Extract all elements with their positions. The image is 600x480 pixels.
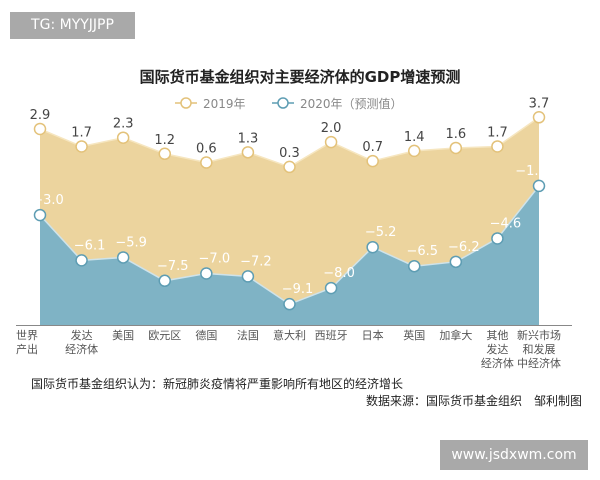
point-2019 — [449, 141, 463, 155]
legend-marker-2019 — [180, 97, 192, 109]
data-label-2020: −5.9 — [115, 235, 147, 250]
x-tick-label: 日本 — [361, 329, 384, 342]
x-tick-label: 英国 — [403, 329, 426, 342]
data-label-2019: 1.3 — [238, 131, 259, 146]
point-2020 — [324, 281, 338, 295]
data-label-2019: 2.9 — [30, 108, 51, 123]
legend-label-2019: 2019年 — [203, 97, 246, 111]
data-label-2020: −9.1 — [282, 282, 314, 297]
watermark-bottom-right: www.jsdxwm.com — [440, 440, 588, 470]
chart-title: 国际货币基金组织对主要经济体的GDP增速预测 — [139, 68, 461, 86]
data-label-2020: −6.1 — [74, 238, 106, 253]
point-2020 — [158, 274, 171, 288]
area-2020 — [40, 185, 539, 325]
chart-source: 数据来源：国际货币基金组织 邹利制图 — [365, 394, 582, 408]
data-label-2019: 3.7 — [529, 96, 550, 111]
point-2019 — [241, 146, 255, 159]
data-label-2019: 0.3 — [279, 146, 300, 161]
point-2020 — [241, 270, 255, 283]
point-2020 — [532, 179, 546, 193]
data-label-2020: −6.2 — [448, 240, 480, 255]
data-label-2019: 2.3 — [113, 117, 134, 132]
point-2020 — [491, 232, 504, 245]
data-label-2019: 0.7 — [362, 140, 383, 155]
x-tick-label: 其他 发达 经济体 — [480, 329, 514, 370]
x-tick-label: 加拿大 — [439, 329, 473, 342]
point-2019 — [75, 140, 88, 153]
point-2020 — [408, 259, 421, 273]
point-2019 — [408, 144, 421, 158]
point-2019 — [491, 140, 504, 153]
point-2020 — [33, 208, 47, 222]
data-label-2020: −6.5 — [406, 244, 438, 259]
point-2019 — [324, 135, 338, 149]
point-2019 — [283, 160, 296, 174]
data-label-2020: −8.0 — [323, 266, 355, 281]
x-tick-label: 欧元区 — [148, 329, 182, 342]
data-label-2020: −3.0 — [32, 193, 64, 208]
data-label-2020: −5.2 — [365, 225, 397, 240]
point-2020 — [449, 255, 463, 269]
x-tick-label: 发达 经济体 — [65, 329, 99, 356]
point-2020 — [366, 240, 379, 254]
data-label-2019: 1.6 — [445, 127, 466, 142]
point-2019 — [33, 122, 47, 136]
point-2019 — [200, 156, 213, 169]
point-2020 — [283, 297, 296, 311]
point-2020 — [75, 254, 88, 267]
watermark-top-left: TG: MYYJJPP — [10, 12, 135, 39]
point-2019 — [532, 111, 546, 124]
data-label-2020: −4.6 — [490, 216, 522, 231]
point-2019 — [366, 154, 379, 168]
x-tick-label: 意大利 — [273, 329, 306, 342]
point-2020 — [200, 267, 213, 280]
chart-note: 国际货币基金组织认为：新冠肺炎疫情将严重影响所有地区的经济增长 — [31, 377, 404, 391]
x-tick-label: 新兴市场 和发展 中经济体 — [517, 329, 561, 370]
point-2019 — [158, 147, 171, 161]
data-label-2019: 1.4 — [404, 130, 425, 145]
x-tick-label: 世界 产出 — [16, 329, 38, 356]
x-tick-label: 德国 — [195, 329, 218, 342]
point-2020 — [116, 251, 130, 264]
data-label-2019: 2.0 — [321, 121, 342, 136]
x-tick-label: 西班牙 — [314, 329, 348, 342]
legend-label-2020: 2020年（预测值） — [300, 96, 403, 111]
data-label-2019: 1.2 — [154, 133, 175, 148]
x-tick-label: 美国 — [112, 329, 135, 342]
legend-marker-2020 — [277, 97, 289, 109]
data-label-2020: −7.5 — [157, 259, 189, 274]
point-2019 — [116, 131, 130, 144]
data-label-2020: −1.0 — [515, 164, 547, 179]
data-label-2020: −7.0 — [199, 252, 231, 267]
x-tick-label: 法国 — [236, 329, 259, 342]
data-label-2019: 1.7 — [487, 125, 508, 140]
data-label-2020: −7.2 — [240, 254, 272, 269]
data-label-2019: 0.6 — [196, 142, 217, 157]
data-label-2019: 1.7 — [71, 125, 92, 140]
